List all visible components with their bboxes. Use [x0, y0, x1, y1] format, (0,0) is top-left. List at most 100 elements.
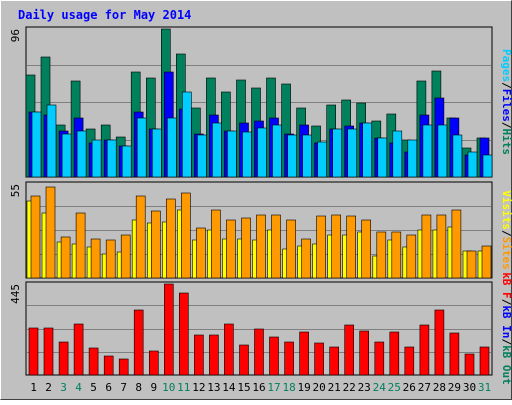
x-tick-label-day-23: 23	[358, 381, 371, 394]
bar-pages	[46, 104, 57, 178]
bar-pages	[407, 139, 418, 178]
legend-item-pages: Pages	[500, 49, 512, 82]
bar-sites	[181, 192, 191, 279]
bar-kb-f	[88, 347, 99, 376]
legend-item-files: Files	[500, 89, 512, 122]
bar-pages	[422, 124, 433, 178]
legend-item-hits: Hits	[500, 129, 512, 156]
bar-sites	[241, 217, 251, 279]
bar-kb-f	[374, 341, 385, 376]
legend-group-2: Visits/Sites	[500, 190, 512, 270]
x-tick-label-day-16: 16	[252, 381, 265, 394]
bar-pages	[212, 122, 222, 178]
bar-kb-f	[344, 324, 355, 376]
bar-kb-f	[43, 327, 54, 376]
bar-sites	[361, 219, 372, 279]
bar-kb-f	[404, 346, 415, 376]
bar-sites	[90, 238, 101, 279]
legend-separator: /	[500, 338, 512, 345]
bar-kb-f	[118, 358, 129, 376]
bar-pages	[392, 130, 403, 178]
bar-pages	[61, 133, 72, 178]
bar-sites	[301, 238, 311, 279]
x-tick-label-day-6: 6	[105, 381, 112, 394]
x-tick-label-day-1: 1	[30, 381, 37, 394]
bar-sites	[196, 227, 206, 279]
bar-sites	[286, 219, 296, 279]
legend-item-kb-f: kB F	[500, 272, 512, 299]
bar-pages	[182, 91, 192, 178]
bar-pages	[287, 134, 297, 178]
chart-title: Daily usage for May 2014	[18, 8, 191, 22]
x-tick-label-day-8: 8	[135, 381, 142, 394]
bar-sites	[105, 239, 116, 279]
legend-separator: /	[500, 299, 512, 306]
bar-pages	[152, 128, 162, 178]
bar-kb-f	[359, 330, 370, 376]
x-tick-label-day-26: 26	[403, 381, 416, 394]
x-tick-label-day-12: 12	[192, 381, 205, 394]
x-tick-label-day-21: 21	[328, 381, 341, 394]
legend-separator: /	[500, 230, 512, 237]
bar-kb-f	[329, 346, 340, 376]
bar-pages	[302, 134, 312, 178]
bar-sites	[331, 214, 342, 279]
bar-kb-f	[73, 323, 84, 376]
x-tick-label-day-10: 10	[162, 381, 175, 394]
x-tick-label-day-11: 11	[177, 381, 190, 394]
bar-pages	[332, 128, 343, 178]
bar-kb-f	[164, 283, 174, 376]
bar-kb-f	[479, 346, 490, 376]
x-tick-label-day-25: 25	[388, 381, 401, 394]
x-tick-label-day-7: 7	[120, 381, 127, 394]
bar-sites	[346, 215, 357, 279]
x-tick-label-day-5: 5	[90, 381, 97, 394]
x-tick-label-day-15: 15	[237, 381, 250, 394]
bar-pages	[437, 124, 448, 178]
bar-pages	[136, 117, 147, 178]
bar-sites	[135, 195, 146, 279]
bar-sites	[481, 245, 492, 279]
bar-pages	[317, 141, 327, 178]
kbytes_panel-ymax-label: 445	[9, 284, 22, 304]
bar-kb-f	[133, 309, 144, 376]
bar-pages	[197, 134, 207, 178]
bar-sites	[406, 234, 417, 279]
bar-sites	[271, 214, 281, 279]
bar-sites	[45, 186, 56, 279]
bar-kb-f	[254, 328, 264, 376]
legend-item-visits: Visits	[500, 190, 512, 230]
bar-kb-f	[28, 327, 39, 376]
x-tick-label-day-31: 31	[478, 381, 491, 394]
x-tick-label-day-29: 29	[448, 381, 461, 394]
bar-pages	[91, 139, 102, 178]
x-tick-label-day-14: 14	[222, 381, 236, 394]
bar-kb-f	[58, 341, 69, 376]
bar-sites	[151, 210, 161, 279]
bar-pages	[106, 139, 117, 178]
bar-sites	[316, 215, 326, 279]
x-tick-label-day-24: 24	[373, 381, 387, 394]
bar-pages	[362, 122, 373, 178]
bar-sites	[256, 214, 266, 279]
bar-sites	[166, 198, 176, 279]
legend-item-sites: Sites	[500, 237, 512, 270]
bar-pages	[377, 137, 388, 178]
bar-kb-f	[179, 292, 189, 376]
bar-pages	[227, 130, 237, 178]
legend-item-kb-in: kB In	[500, 305, 512, 338]
bar-pages	[121, 145, 132, 178]
bar-sites	[376, 231, 387, 279]
x-tick-label-day-9: 9	[150, 381, 157, 394]
x-tick-label-day-2: 2	[45, 381, 52, 394]
bar-kb-f	[103, 355, 114, 376]
bar-sites	[60, 236, 71, 279]
bar-sites	[391, 231, 402, 279]
bar-sites	[466, 250, 477, 279]
bar-pages	[31, 111, 42, 178]
bar-sites	[30, 195, 41, 279]
bar-kb-f	[149, 350, 159, 376]
